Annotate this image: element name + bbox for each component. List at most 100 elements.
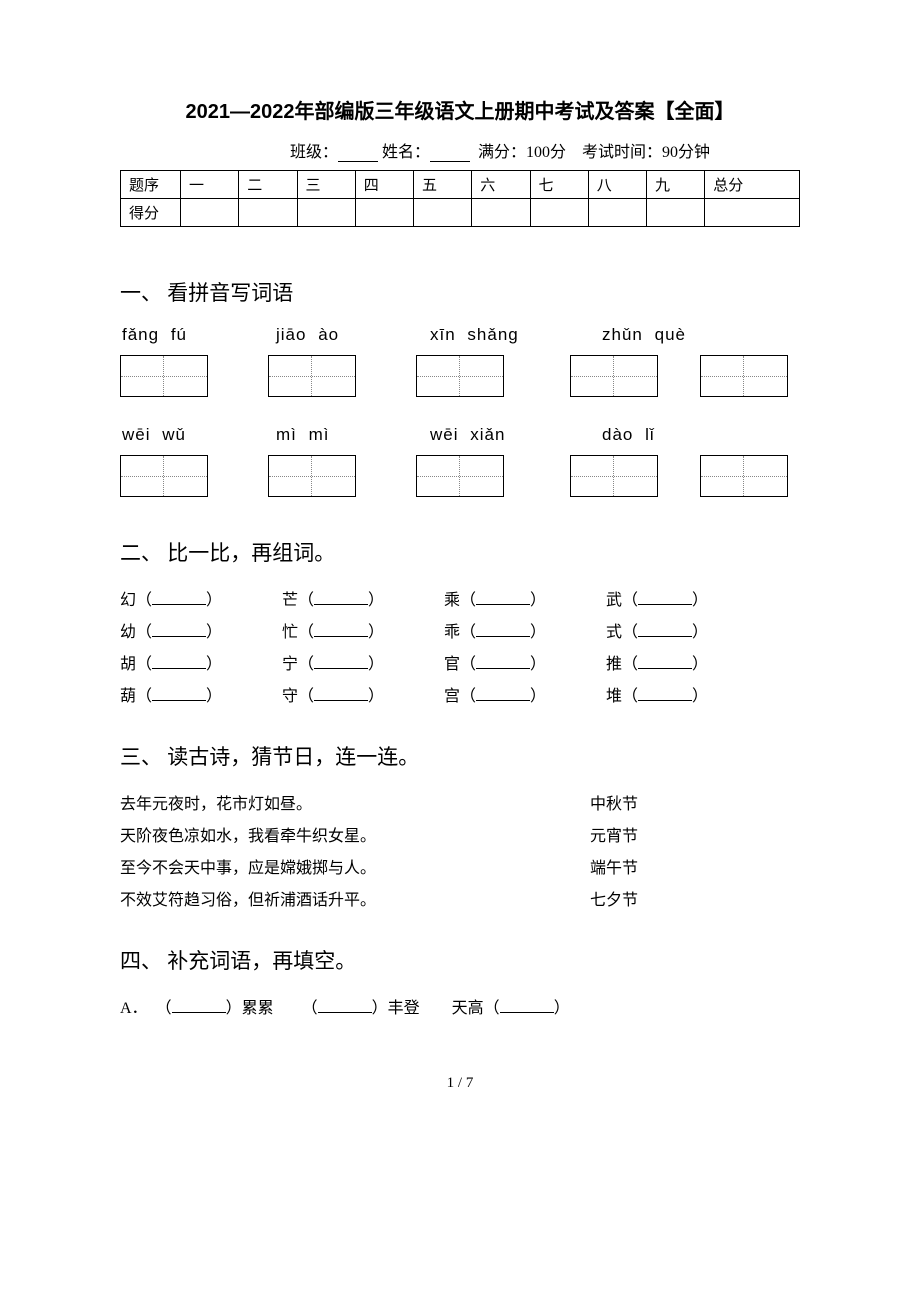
pinyin: mì bbox=[276, 425, 297, 444]
cell[interactable] bbox=[355, 199, 413, 227]
cell: 五 bbox=[414, 171, 472, 199]
char: 堆 bbox=[606, 688, 622, 705]
fullscore-label: 满分：100分 bbox=[478, 144, 566, 161]
section-3-heading: 三、 读古诗，猜节日，连一连。 bbox=[120, 741, 800, 771]
blank[interactable] bbox=[638, 655, 692, 669]
blank[interactable] bbox=[314, 591, 368, 605]
blank[interactable] bbox=[314, 655, 368, 669]
name-blank[interactable] bbox=[430, 146, 470, 162]
char: 幼 bbox=[120, 624, 136, 641]
char-box[interactable] bbox=[268, 455, 356, 497]
char-box[interactable] bbox=[570, 455, 658, 497]
cell[interactable] bbox=[530, 199, 588, 227]
cell: 题序 bbox=[121, 171, 181, 199]
festival: 七夕节 bbox=[590, 885, 800, 917]
fill-line-a: A． （）累累 （）丰登 天高（） bbox=[120, 993, 800, 1025]
char-box[interactable] bbox=[700, 455, 788, 497]
cell: 六 bbox=[472, 171, 530, 199]
char: 乖 bbox=[444, 624, 460, 641]
cell: 一 bbox=[181, 171, 239, 199]
name-label: 姓名： bbox=[382, 144, 430, 161]
char: 忙 bbox=[282, 624, 298, 641]
char: 葫 bbox=[120, 688, 136, 705]
char-box[interactable] bbox=[570, 355, 658, 397]
pinyin: wēi bbox=[122, 425, 151, 444]
char-box[interactable] bbox=[416, 455, 504, 497]
cell[interactable] bbox=[472, 199, 530, 227]
cell[interactable] bbox=[239, 199, 297, 227]
section-2-heading: 二、 比一比，再组词。 bbox=[120, 537, 800, 567]
char-box[interactable] bbox=[268, 355, 356, 397]
cell: 二 bbox=[239, 171, 297, 199]
pinyin: fú bbox=[171, 325, 187, 344]
cell[interactable] bbox=[705, 199, 800, 227]
char-box-row-1 bbox=[120, 355, 800, 397]
blank[interactable] bbox=[476, 623, 530, 637]
cell: 总分 bbox=[705, 171, 800, 199]
cell[interactable] bbox=[414, 199, 472, 227]
pinyin-row-2: wēi wǔ mì mì wēi xiǎn dào lǐ bbox=[120, 425, 800, 445]
poem-line: 不效艾符趋习俗，但祈浦酒话升平。 bbox=[120, 885, 376, 917]
line-label: A． bbox=[120, 1000, 148, 1017]
poem-line: 去年元夜时，花市灯如昼。 bbox=[120, 789, 312, 821]
page-footer: 1 / 7 bbox=[120, 1075, 800, 1092]
char: 武 bbox=[606, 592, 622, 609]
blank[interactable] bbox=[500, 999, 554, 1013]
cell: 七 bbox=[530, 171, 588, 199]
word-pairs: 幻（） 芒（） 乘（） 武（） 幼（） 忙（） 乖（） 式（） 胡（） 宁（） … bbox=[120, 585, 800, 713]
pinyin: wēi bbox=[430, 425, 459, 444]
table-row: 得分 bbox=[121, 199, 800, 227]
blank[interactable] bbox=[314, 687, 368, 701]
char-box[interactable] bbox=[120, 455, 208, 497]
blank[interactable] bbox=[152, 655, 206, 669]
cell[interactable] bbox=[297, 199, 355, 227]
blank[interactable] bbox=[314, 623, 368, 637]
char: 官 bbox=[444, 656, 460, 673]
blank[interactable] bbox=[152, 623, 206, 637]
pinyin: xiǎn bbox=[470, 425, 505, 444]
char-box[interactable] bbox=[700, 355, 788, 397]
class-blank[interactable] bbox=[338, 146, 378, 162]
pinyin: zhǔn bbox=[602, 325, 643, 344]
cell[interactable] bbox=[588, 199, 646, 227]
cell[interactable] bbox=[647, 199, 705, 227]
pinyin: ào bbox=[318, 325, 339, 344]
blank[interactable] bbox=[476, 655, 530, 669]
festival: 端午节 bbox=[590, 853, 800, 885]
char: 胡 bbox=[120, 656, 136, 673]
page-title: 2021—2022年部编版三年级语文上册期中考试及答案【全面】 bbox=[120, 95, 800, 124]
char: 芒 bbox=[282, 592, 298, 609]
score-table: 题序 一 二 三 四 五 六 七 八 九 总分 得分 bbox=[120, 170, 800, 227]
pinyin: shǎng bbox=[467, 325, 518, 344]
cell: 八 bbox=[588, 171, 646, 199]
blank[interactable] bbox=[476, 591, 530, 605]
char: 幻 bbox=[120, 592, 136, 609]
blank[interactable] bbox=[318, 999, 372, 1013]
cell: 四 bbox=[355, 171, 413, 199]
blank[interactable] bbox=[476, 687, 530, 701]
char: 式 bbox=[606, 624, 622, 641]
blank[interactable] bbox=[638, 623, 692, 637]
exam-info: 班级： 姓名： 满分：100分 考试时间：90分钟 bbox=[120, 138, 800, 162]
pinyin: wǔ bbox=[162, 425, 186, 444]
word: 天高 bbox=[452, 1000, 484, 1017]
char-box[interactable] bbox=[416, 355, 504, 397]
poem-match: 去年元夜时，花市灯如昼。中秋节 天阶夜色凉如水，我看牵牛织女星。元宵节 至今不会… bbox=[120, 789, 800, 917]
blank[interactable] bbox=[172, 999, 226, 1013]
char: 乘 bbox=[444, 592, 460, 609]
section-1-heading: 一、 看拼音写词语 bbox=[120, 277, 800, 307]
blank[interactable] bbox=[638, 591, 692, 605]
blank[interactable] bbox=[152, 591, 206, 605]
section-4-heading: 四、 补充词语，再填空。 bbox=[120, 945, 800, 975]
poem-line: 天阶夜色凉如水，我看牵牛织女星。 bbox=[120, 821, 376, 853]
word: 累累 bbox=[242, 1000, 274, 1017]
pinyin: lǐ bbox=[645, 425, 655, 444]
festival: 中秋节 bbox=[590, 789, 800, 821]
pinyin-row-1: fǎng fú jiāo ào xīn shǎng zhǔn què bbox=[120, 325, 800, 345]
pinyin: dào bbox=[602, 425, 633, 444]
time-label: 考试时间：90分钟 bbox=[582, 144, 710, 161]
char-box[interactable] bbox=[120, 355, 208, 397]
blank[interactable] bbox=[152, 687, 206, 701]
cell[interactable] bbox=[181, 199, 239, 227]
blank[interactable] bbox=[638, 687, 692, 701]
